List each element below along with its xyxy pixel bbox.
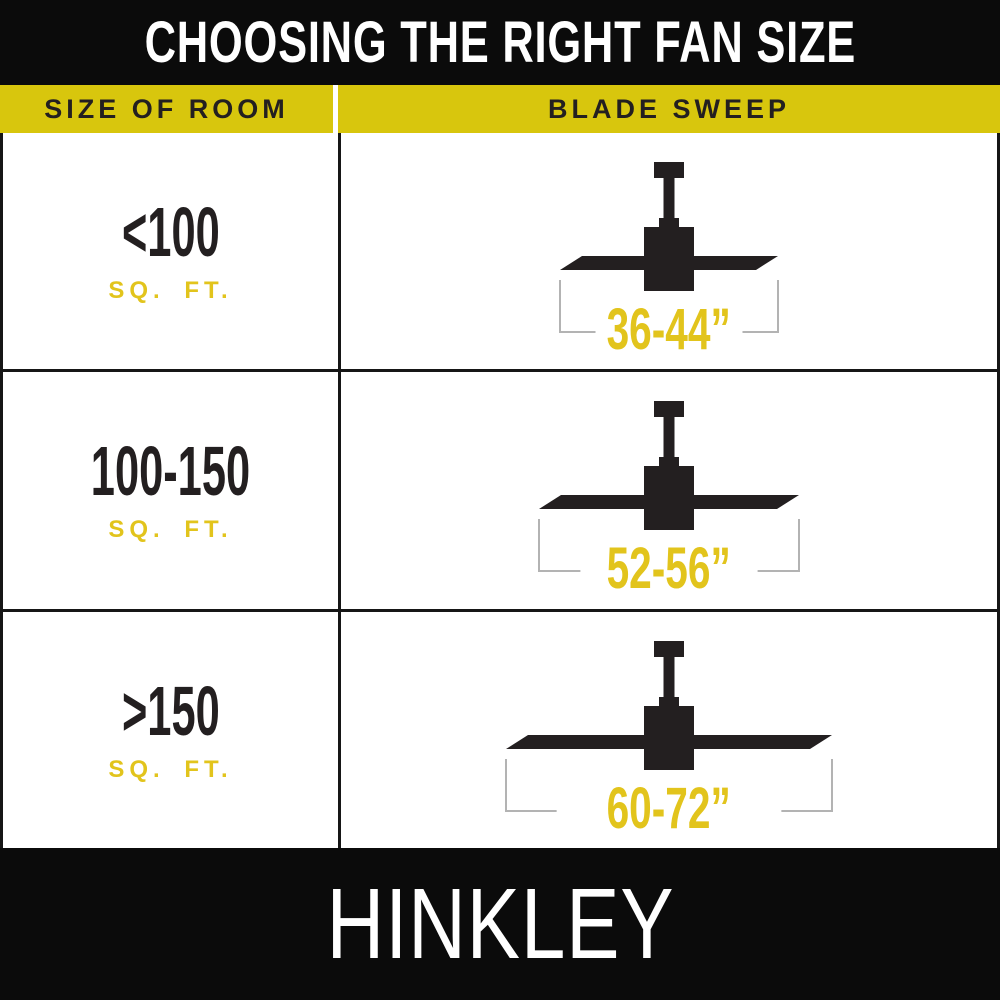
ceiling-fan-icon <box>505 640 833 812</box>
blade-sweep-cell: 52-56” <box>341 372 997 608</box>
room-size-unit: SQ. FT. <box>108 755 233 783</box>
sweep-range-label: 52-56” <box>606 536 732 602</box>
table-row: <100 SQ. FT. 36-44” <box>3 133 997 373</box>
ceiling-fan-icon <box>538 401 800 573</box>
column-header-label: SIZE OF ROOM <box>44 93 289 124</box>
room-size-cell: <100 SQ. FT. <box>3 133 341 370</box>
room-size-value: 100-150 <box>90 432 251 511</box>
sweep-range-label: 36-44” <box>606 297 732 363</box>
room-size-value: <100 <box>121 193 220 272</box>
room-size-cell: 100-150 SQ. FT. <box>3 372 341 609</box>
brand-bar: HINKLEY <box>0 848 1000 1000</box>
title-bar: CHOOSING THE RIGHT FAN SIZE <box>0 0 1000 85</box>
page-title: CHOOSING THE RIGHT FAN SIZE <box>144 10 856 75</box>
sweep-range-label: 60-72” <box>606 775 732 841</box>
blade-sweep-cell: 60-72” <box>341 612 997 848</box>
fan-diagram: 60-72” <box>489 640 849 837</box>
size-table: <100 SQ. FT. 36-44” 100-150 SQ. FT. <box>0 133 1000 848</box>
column-header-band: SIZE OF ROOM BLADE SWEEP <box>0 85 1000 133</box>
room-size-unit: SQ. FT. <box>108 277 233 305</box>
room-size-unit: SQ. FT. <box>108 516 233 544</box>
room-size-value: >150 <box>121 671 220 750</box>
ceiling-fan-icon <box>559 162 779 334</box>
blade-sweep-cell: 36-44” <box>341 133 997 369</box>
fan-diagram: 52-56” <box>489 401 849 598</box>
column-header-blade-sweep: BLADE SWEEP <box>338 85 1000 133</box>
table-row: >150 SQ. FT. 60-72” <box>3 611 997 848</box>
column-header-size-of-room: SIZE OF ROOM <box>0 85 338 133</box>
fan-diagram: 36-44” <box>489 162 849 359</box>
room-size-cell: >150 SQ. FT. <box>3 611 341 848</box>
column-header-label: BLADE SWEEP <box>547 93 791 124</box>
table-row: 100-150 SQ. FT. 52-56” <box>3 372 997 612</box>
brand-logo: HINKLEY <box>326 867 674 980</box>
